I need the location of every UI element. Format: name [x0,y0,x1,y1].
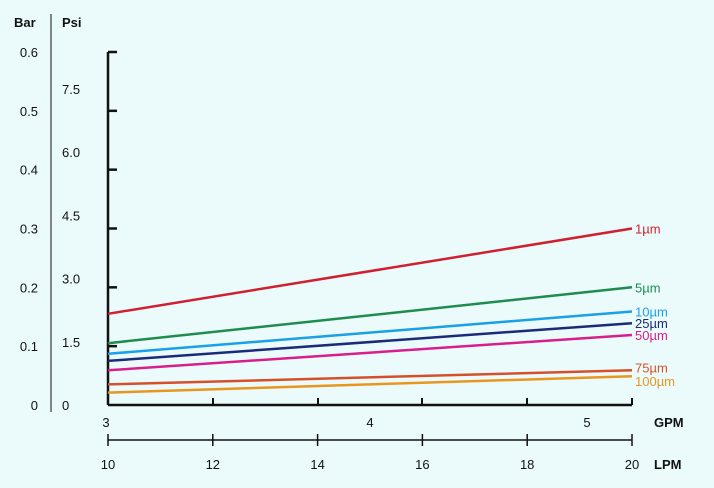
lpm-tick-label: 18 [520,457,534,472]
psi-tick-label: 0 [62,398,69,413]
series-line [107,374,633,394]
psi-tick-label: 6.0 [62,145,80,160]
series-line [107,369,633,386]
series-line [107,321,633,363]
gpm-tick-label: 3 [102,415,109,430]
bar-tick-label: 0.6 [20,45,38,60]
series-line [107,286,633,345]
series-line [107,227,633,316]
bar-tick-label: 0.1 [20,339,38,354]
gpm-tick-label: 5 [583,415,590,430]
psi-tick-label: 4.5 [62,208,80,223]
gpm-axis-label: GPM [654,415,684,430]
lpm-tick-label: 16 [415,457,429,472]
bar-tick-labels: 0.6 0.5 0.4 0.3 0.2 0.1 0 [20,45,38,413]
bar-tick-label: 0.4 [20,163,38,178]
lpm-tick-label: 10 [101,457,115,472]
series-label: 75µm [635,360,668,375]
lpm-ticks: 10 12 14 16 18 20 [101,434,639,472]
bar-tick-label: 0.2 [20,280,38,295]
psi-tick-label: 1.5 [62,335,80,350]
lpm-tick-label: 12 [206,457,220,472]
series-label: 25µm [635,316,668,331]
bar-axis-label: Bar [14,15,36,30]
lpm-axis-label: LPM [654,457,681,472]
lpm-tick-label: 20 [625,457,639,472]
bar-tick-label: 0.5 [20,104,38,119]
series-line [107,333,633,372]
series-label: 10µm [635,304,668,319]
gpm-tick-label: 4 [366,415,373,430]
series-line [107,310,633,356]
psi-tick-label: 3.0 [62,272,80,287]
psi-tick-labels: 7.5 6.0 4.5 3.0 1.5 0 [62,82,80,413]
psi-axis-label: Psi [62,15,82,30]
series-label: 100µm [635,374,675,389]
gpm-ticks: 3 4 5 [102,398,633,430]
lpm-tick-label: 14 [310,457,324,472]
series-label: 50µm [635,328,668,343]
bar-tick-label: 0.3 [20,222,38,237]
y-tick-marks [108,50,117,348]
series-label: 5µm [635,280,661,295]
bar-tick-label: 0 [31,398,38,413]
series-label: 1µm [635,222,661,237]
psi-tick-label: 7.5 [62,82,80,97]
